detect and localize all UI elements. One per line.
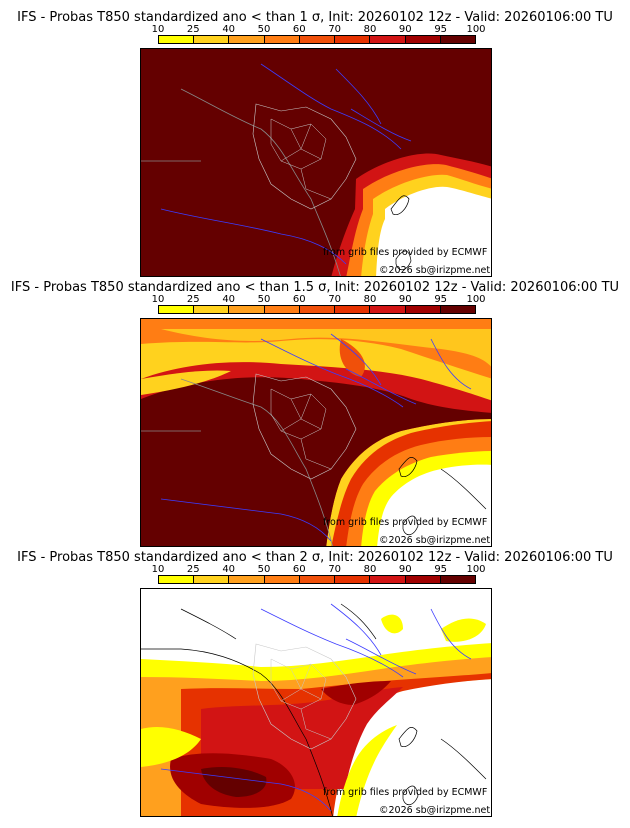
colorbar [158, 575, 476, 584]
colorbar-swatch [264, 36, 300, 43]
colorbar-swatch [370, 306, 406, 313]
colorbar-swatch [159, 576, 195, 583]
colorbar-swatch [194, 36, 230, 43]
colorbar-label: 40 [222, 24, 236, 35]
colorbar-swatch [264, 306, 300, 313]
colorbar-label: 80 [363, 24, 377, 35]
colorbar-labels: 10 25 40 50 60 70 80 90 95 100 [152, 564, 486, 576]
colorbar-swatch [299, 306, 336, 313]
colorbar-swatch [299, 576, 336, 583]
colorbar-swatch [440, 576, 475, 583]
colorbar-label: 70 [328, 24, 342, 35]
colorbar-label: 90 [398, 24, 412, 35]
colorbar-label: 100 [466, 294, 486, 305]
colorbar-label: 50 [257, 294, 271, 305]
credit-source: from grib files provided by ECMWF [323, 787, 487, 798]
colorbar-label: 90 [398, 294, 412, 305]
colorbar [158, 305, 476, 314]
colorbar-label: 10 [151, 294, 165, 305]
colorbar-swatch [194, 576, 230, 583]
probability-map: from grib files provided by ECMWF ©2026 … [140, 588, 492, 817]
colorbar-swatch [440, 36, 475, 43]
colorbar-label: 60 [292, 24, 306, 35]
colorbar-label: 40 [222, 294, 236, 305]
colorbar-swatch [405, 576, 441, 583]
colorbar-swatch [194, 306, 230, 313]
colorbar-label: 95 [434, 564, 448, 575]
colorbar-swatch [370, 576, 406, 583]
colorbar-swatch [229, 576, 265, 583]
colorbar-swatch [264, 576, 300, 583]
probability-map: from grib files provided by ECMWF ©2026 … [140, 48, 492, 277]
colorbar [158, 35, 476, 44]
colorbar-swatch [159, 36, 195, 43]
colorbar-label: 100 [466, 564, 486, 575]
colorbar-label: 90 [398, 564, 412, 575]
colorbar-swatch [370, 36, 406, 43]
colorbar-swatch [335, 306, 371, 313]
map-title: IFS - Probas T850 standardized ano < tha… [17, 10, 613, 25]
colorbar-label: 10 [151, 24, 165, 35]
map-graphic: from grib files provided by ECMWF ©2026 … [141, 589, 491, 816]
map-graphic: from grib files provided by ECMWF ©2026 … [141, 49, 491, 276]
colorbar-label: 80 [363, 294, 377, 305]
colorbar-label: 60 [292, 294, 306, 305]
colorbar-label: 95 [434, 24, 448, 35]
map-panel-1: IFS - Probas T850 standardized ano < tha… [0, 0, 630, 277]
map-title: IFS - Probas T850 standardized ano < tha… [17, 550, 613, 565]
colorbar-label: 25 [186, 564, 200, 575]
colorbar-label: 70 [328, 564, 342, 575]
map-graphic: from grib files provided by ECMWF ©2026 … [141, 319, 491, 546]
colorbar-swatch [299, 36, 336, 43]
colorbar-swatch [229, 36, 265, 43]
colorbar-swatch [440, 306, 475, 313]
colorbar-label: 80 [363, 564, 377, 575]
colorbar-swatch [335, 36, 371, 43]
colorbar-label: 50 [257, 564, 271, 575]
colorbar-label: 50 [257, 24, 271, 35]
probability-map: from grib files provided by ECMWF ©2026 … [140, 318, 492, 547]
colorbar-label: 40 [222, 564, 236, 575]
colorbar-label: 25 [186, 294, 200, 305]
credit-copyright: ©2026 sb@irizpme.net [379, 535, 490, 546]
colorbar-swatch [405, 306, 441, 313]
colorbar-swatch [335, 576, 371, 583]
map-panel-3: IFS - Probas T850 standardized ano < tha… [0, 540, 630, 817]
credit-source: from grib files provided by ECMWF [323, 517, 487, 528]
colorbar-label: 10 [151, 564, 165, 575]
colorbar-labels: 10 25 40 50 60 70 80 90 95 100 [152, 24, 486, 36]
colorbar-swatch [159, 306, 195, 313]
colorbar-labels: 10 25 40 50 60 70 80 90 95 100 [152, 294, 486, 306]
colorbar-label: 25 [186, 24, 200, 35]
colorbar-label: 100 [466, 24, 486, 35]
map-title: IFS - Probas T850 standardized ano < tha… [10, 280, 620, 295]
colorbar-label: 70 [328, 294, 342, 305]
colorbar-label: 95 [434, 294, 448, 305]
colorbar-swatch [229, 306, 265, 313]
credit-copyright: ©2026 sb@irizpme.net [379, 265, 490, 276]
credit-source: from grib files provided by ECMWF [323, 247, 487, 258]
colorbar-swatch [405, 36, 441, 43]
colorbar-label: 60 [292, 564, 306, 575]
credit-copyright: ©2026 sb@irizpme.net [379, 805, 490, 816]
map-panel-2: IFS - Probas T850 standardized ano < tha… [0, 270, 630, 547]
